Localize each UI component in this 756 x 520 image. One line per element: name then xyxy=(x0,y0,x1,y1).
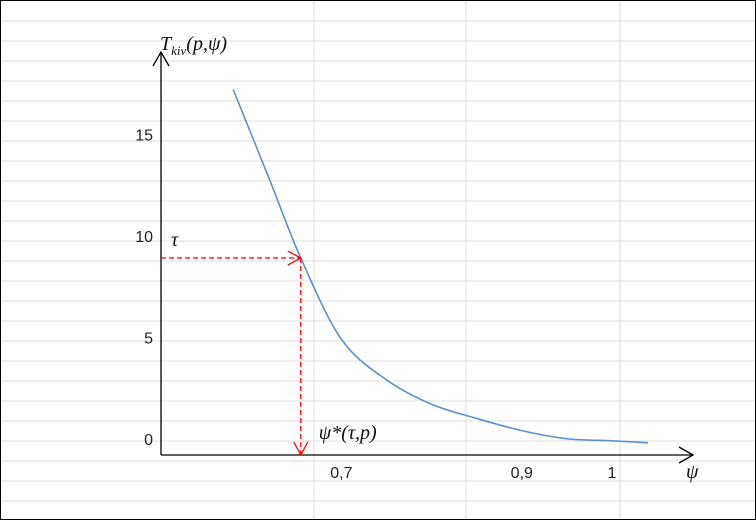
y-axis-label: Tkiv(p,ψ) xyxy=(160,33,227,58)
psi-star-arrowhead xyxy=(293,441,309,457)
y-axis-arrowhead xyxy=(152,50,170,67)
axes xyxy=(152,50,695,464)
series-layer xyxy=(232,89,649,444)
x-axis-arrowhead xyxy=(678,446,695,464)
y-tick-label: 10 xyxy=(135,229,153,246)
x-tick-label: 0,9 xyxy=(511,465,533,482)
y-axis-label-subscript: kiv xyxy=(171,43,186,58)
y-tick-labels: 0 5 10 15 xyxy=(135,127,153,449)
y-tick-label: 0 xyxy=(144,432,153,449)
y-axis-label-args: (p,ψ) xyxy=(186,33,227,55)
x-tick-label: 0,7 xyxy=(330,465,352,482)
y-axis-label-main: T xyxy=(160,33,173,55)
y-tick-label: 15 xyxy=(135,127,153,144)
x-tick-label: 1 xyxy=(608,465,617,482)
x-tick-labels: 0,7 0,9 1 xyxy=(330,465,616,482)
annotations: τ ψ*(τ,p) xyxy=(161,229,377,457)
x-axis-label: ψ xyxy=(686,461,699,483)
y-tick-label: 5 xyxy=(144,330,153,347)
tau-label: τ xyxy=(171,229,179,251)
series-line xyxy=(232,89,649,444)
psi-star-label: ψ*(τ,p) xyxy=(319,422,377,444)
